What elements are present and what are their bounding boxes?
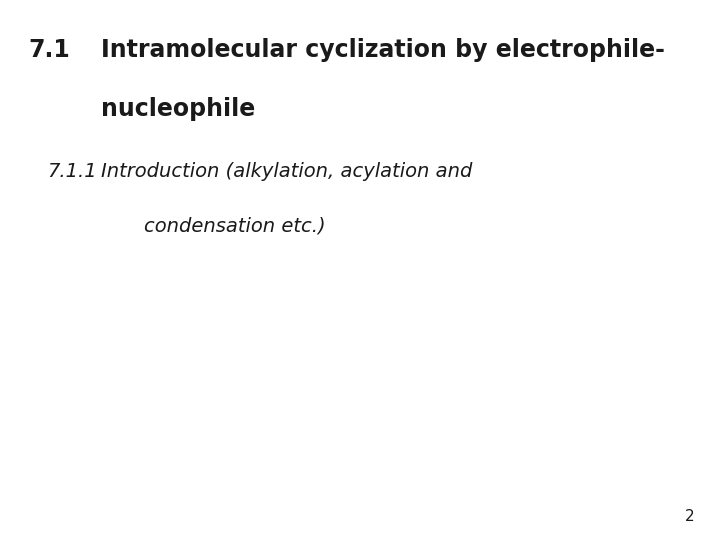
Text: nucleophile: nucleophile xyxy=(101,97,255,121)
Text: 7.1.1: 7.1.1 xyxy=(47,162,96,181)
Text: 7.1: 7.1 xyxy=(29,38,71,62)
Text: Intramolecular cyclization by electrophile-: Intramolecular cyclization by electrophi… xyxy=(101,38,665,62)
Text: Introduction (alkylation, acylation and: Introduction (alkylation, acylation and xyxy=(101,162,472,181)
Text: 2: 2 xyxy=(685,509,695,524)
Text: condensation etc.): condensation etc.) xyxy=(144,216,325,235)
